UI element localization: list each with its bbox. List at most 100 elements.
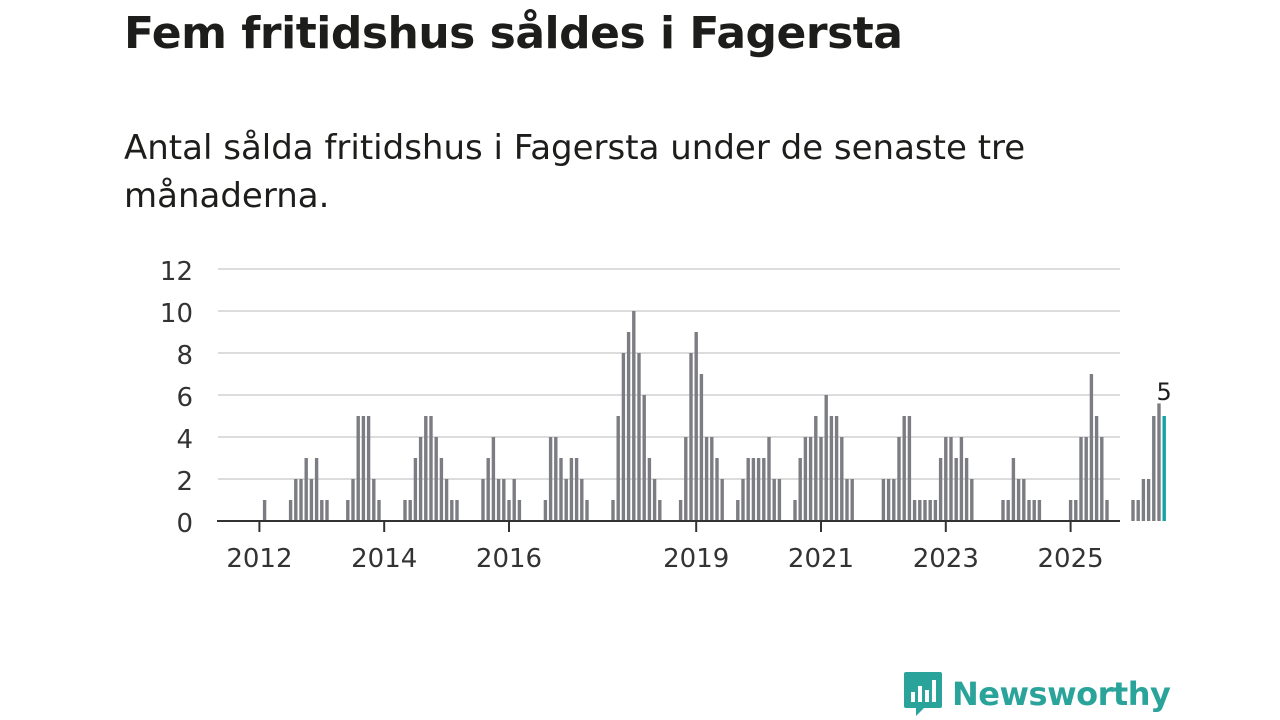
bar bbox=[684, 437, 688, 521]
bar bbox=[611, 500, 615, 521]
bar bbox=[736, 500, 740, 521]
y-tick-label: 0 bbox=[176, 509, 193, 539]
bar bbox=[814, 416, 818, 521]
bar bbox=[658, 500, 662, 521]
bar bbox=[455, 500, 459, 521]
bar bbox=[897, 437, 901, 521]
bar bbox=[819, 437, 823, 521]
bar bbox=[850, 479, 854, 521]
bar bbox=[507, 500, 511, 521]
bar bbox=[694, 332, 698, 521]
bar bbox=[304, 458, 308, 521]
bar bbox=[938, 458, 943, 521]
bar bbox=[710, 437, 714, 521]
bar bbox=[959, 437, 964, 521]
bar bbox=[1084, 437, 1088, 521]
bar bbox=[637, 353, 641, 521]
bar bbox=[949, 437, 953, 521]
bar bbox=[803, 437, 808, 521]
bar bbox=[309, 479, 314, 521]
bar bbox=[1089, 374, 1094, 521]
bar bbox=[1152, 416, 1156, 521]
y-tick-label: 4 bbox=[176, 425, 193, 455]
bar bbox=[777, 479, 782, 521]
bar bbox=[1027, 500, 1031, 521]
bar bbox=[762, 458, 766, 521]
bar bbox=[372, 479, 376, 521]
bar bbox=[502, 479, 506, 521]
brand-name: Newsworthy bbox=[952, 675, 1171, 713]
bar bbox=[1136, 500, 1140, 521]
bar bbox=[262, 500, 267, 521]
bar bbox=[647, 458, 652, 521]
bar bbox=[642, 395, 646, 521]
bar bbox=[1001, 500, 1005, 521]
bar bbox=[699, 374, 704, 521]
bar bbox=[486, 458, 490, 521]
bar bbox=[424, 416, 428, 521]
bar bbox=[767, 437, 771, 521]
bar bbox=[970, 479, 974, 521]
chat-bar-chart-icon bbox=[904, 672, 942, 716]
y-tick-label: 2 bbox=[176, 467, 193, 497]
bar bbox=[429, 416, 433, 521]
bar bbox=[1037, 500, 1042, 521]
bar bbox=[892, 479, 896, 521]
bar bbox=[632, 311, 636, 521]
y-tick-label: 10 bbox=[160, 299, 193, 329]
bar bbox=[626, 332, 631, 521]
bar bbox=[928, 500, 932, 521]
bar bbox=[554, 437, 558, 521]
bar bbox=[1068, 500, 1073, 521]
bar bbox=[933, 500, 938, 521]
bar bbox=[564, 479, 568, 521]
x-tick-label: 2012 bbox=[226, 544, 292, 574]
bar bbox=[496, 479, 501, 521]
bar bbox=[907, 416, 912, 521]
last-value-label: 5 bbox=[1157, 378, 1172, 406]
bar bbox=[361, 416, 366, 521]
bar bbox=[798, 458, 802, 521]
bar bbox=[881, 479, 886, 521]
bar bbox=[1131, 500, 1135, 521]
bar bbox=[886, 479, 891, 521]
bar bbox=[377, 500, 381, 521]
bar bbox=[741, 479, 745, 521]
bar bbox=[1016, 479, 1021, 521]
bar bbox=[543, 500, 548, 521]
newsworthy-logo: Newsworthy bbox=[902, 670, 1171, 718]
bar bbox=[403, 500, 407, 521]
bar bbox=[559, 458, 563, 521]
bar bbox=[288, 500, 293, 521]
x-tick-label: 2021 bbox=[788, 544, 854, 574]
bar bbox=[923, 500, 927, 521]
bar bbox=[829, 416, 834, 521]
bar bbox=[772, 479, 776, 521]
bar bbox=[517, 500, 522, 521]
bar bbox=[1022, 479, 1026, 521]
bar bbox=[808, 437, 813, 521]
bar bbox=[314, 458, 319, 521]
y-tick-label: 8 bbox=[176, 341, 193, 371]
x-tick-label: 2025 bbox=[1038, 544, 1104, 574]
bar bbox=[408, 500, 412, 521]
bar bbox=[1105, 500, 1109, 521]
bar bbox=[1094, 416, 1099, 521]
bar bbox=[320, 500, 324, 521]
bar bbox=[1157, 403, 1161, 521]
bar bbox=[964, 458, 969, 521]
bar bbox=[569, 458, 574, 521]
bar bbox=[1006, 500, 1010, 521]
bar bbox=[918, 500, 922, 521]
bar bbox=[746, 458, 750, 521]
bar bbox=[351, 479, 355, 521]
bar bbox=[434, 437, 438, 521]
chart-subtitle: Antal sålda fritidshus i Fagersta under … bbox=[124, 128, 1026, 216]
bar bbox=[481, 479, 485, 521]
x-tick-label: 2014 bbox=[351, 544, 417, 574]
x-tick-label: 2019 bbox=[663, 544, 729, 574]
bar bbox=[444, 479, 449, 521]
bar bbox=[954, 458, 958, 521]
bar bbox=[1146, 479, 1151, 521]
